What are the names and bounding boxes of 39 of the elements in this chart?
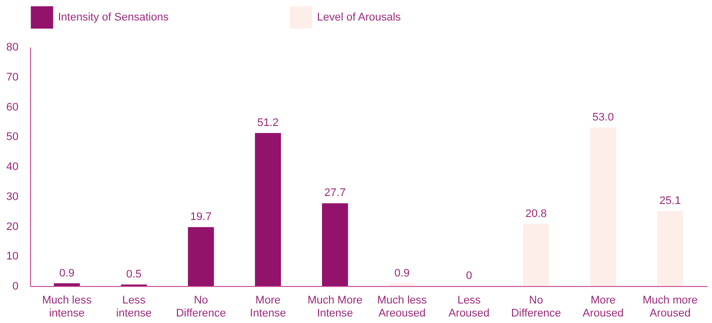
bar [389, 283, 416, 286]
data-label: 19.7 [190, 211, 212, 224]
data-label: 27.7 [324, 187, 346, 200]
bar [590, 128, 616, 286]
x-tick-label: Less intense [116, 294, 152, 320]
bar [523, 224, 550, 286]
data-label: 0.9 [394, 267, 410, 280]
y-tick-label: 30 [6, 190, 18, 203]
y-tick-label: 50 [6, 131, 18, 144]
bar [657, 211, 684, 286]
legend-label: Intensity of Sensations [58, 11, 170, 24]
bar [322, 203, 348, 286]
x-tick-label: Much less Areoused [377, 294, 428, 320]
x-tick-label: Less Aroused [448, 294, 490, 320]
y-tick-label: 70 [6, 71, 18, 84]
data-label: 53.0 [592, 112, 614, 124]
data-label: 0.5 [126, 268, 142, 281]
bar [254, 133, 281, 286]
x-tick-label: Much less intense [42, 294, 92, 320]
y-tick-label: 40 [6, 161, 18, 173]
y-tick-label: 20 [6, 220, 18, 233]
x-tick-label: More Aroused [582, 294, 624, 320]
y-tick-label: 0 [12, 280, 18, 292]
x-tick-label: Much more Aroused [642, 294, 698, 320]
data-label: 0 [466, 270, 472, 282]
y-tick-label: 80 [6, 42, 18, 54]
legend-label: Level of Arousals [317, 11, 402, 24]
bar [54, 283, 80, 286]
data-label: 51.2 [257, 117, 279, 130]
x-tick-label: Much More Intense [307, 294, 362, 320]
data-label: 0.9 [59, 267, 75, 280]
data-label: 20.8 [525, 208, 547, 220]
bar [188, 227, 214, 286]
y-tick-label: 10 [6, 250, 18, 263]
x-tick-label: No Difference [176, 294, 226, 320]
y-tick-label: 60 [6, 101, 18, 114]
x-tick-label: No Difference [511, 294, 562, 320]
data-label: 25.1 [659, 195, 681, 208]
x-tick-label: More Intense [250, 294, 286, 320]
